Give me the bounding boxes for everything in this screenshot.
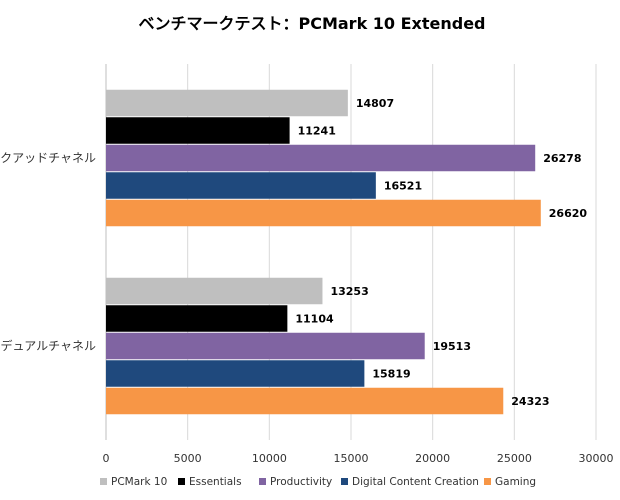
legend-swatch xyxy=(100,478,107,485)
category-label: デュアルチャネル xyxy=(0,338,96,353)
legend-swatch xyxy=(341,478,348,485)
chart-title: ベンチマークテスト：PCMark 10 Extended xyxy=(138,14,485,33)
x-tick-label: 30000 xyxy=(579,452,614,465)
bar xyxy=(106,360,365,387)
x-tick-label: 0 xyxy=(103,452,110,465)
bar xyxy=(106,144,536,172)
data-label: 26620 xyxy=(549,207,588,220)
data-label: 19513 xyxy=(433,340,471,353)
x-tick-label: 25000 xyxy=(497,452,532,465)
legend-swatch xyxy=(259,478,266,485)
bar xyxy=(106,172,376,199)
legend-swatch xyxy=(178,478,185,485)
data-label: 11241 xyxy=(298,125,336,138)
x-tick-label: 10000 xyxy=(252,452,287,465)
x-tick-label: 20000 xyxy=(415,452,450,465)
x-tick-label: 5000 xyxy=(174,452,202,465)
data-label: 16521 xyxy=(384,180,422,193)
data-label: 26278 xyxy=(543,152,581,165)
data-label: 13253 xyxy=(330,285,368,298)
bars xyxy=(106,89,541,415)
legend-entry: Productivity xyxy=(270,476,332,488)
legend: PCMark 10 Essentials Productivity Digital C… xyxy=(100,476,536,488)
legend-entry: Digital Content Creation xyxy=(352,476,479,488)
category-label: クアッドチャネル xyxy=(0,151,96,165)
data-label: 24323 xyxy=(511,395,549,408)
legend-swatch xyxy=(484,478,491,485)
data-label: 11104 xyxy=(295,313,334,326)
legend-entry: Essentials xyxy=(189,476,242,488)
bar xyxy=(106,277,323,305)
data-label: 15819 xyxy=(372,368,410,381)
bar xyxy=(106,332,425,360)
bar xyxy=(106,387,504,415)
legend-entry: PCMark 10 xyxy=(111,476,167,488)
bar xyxy=(106,89,348,117)
value-labels: 14807 11241 26278 16521 26620 13253 11104 19513… xyxy=(295,97,587,408)
legend-entry: Gaming xyxy=(495,476,536,488)
data-label: 14807 xyxy=(356,97,394,110)
x-tick-label: 15000 xyxy=(334,452,369,465)
x-axis-tick-labels: 0 5000 10000 15000 20000 25000 30000 xyxy=(103,452,614,465)
bar xyxy=(106,117,290,144)
bar xyxy=(106,305,288,332)
bar xyxy=(106,199,541,227)
